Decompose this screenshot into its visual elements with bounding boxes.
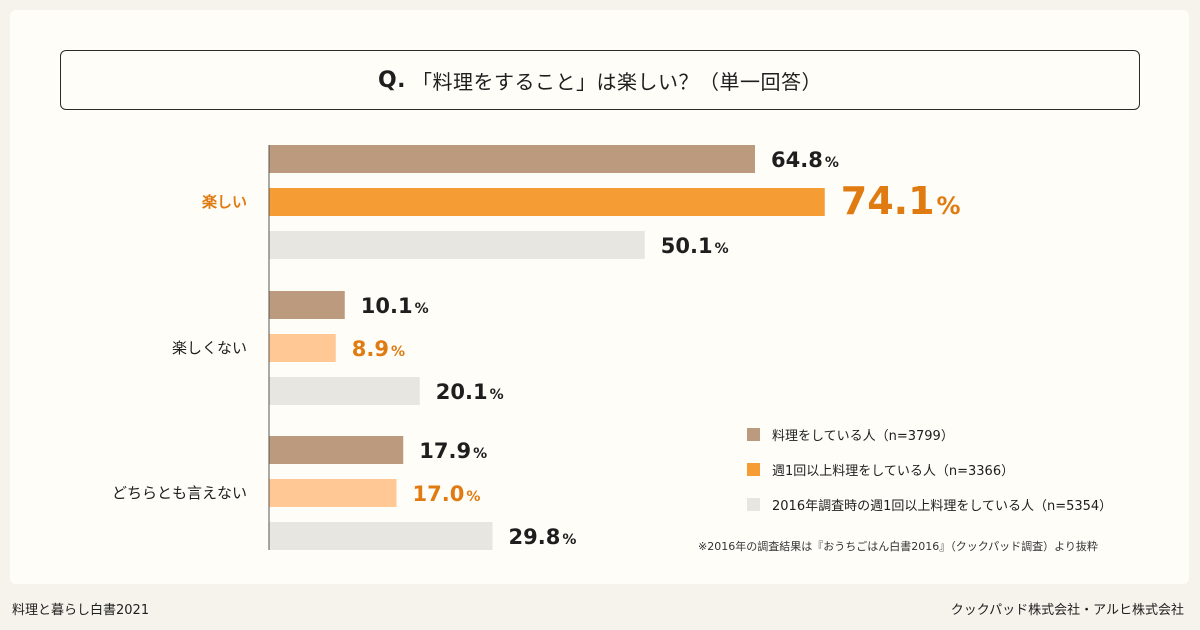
question-mark: Q.: [377, 67, 407, 93]
legend-label: 週1回以上料理をしている人（n=3366）: [772, 463, 1015, 479]
legend-label: 料理をしている人（n=3799）: [772, 428, 954, 444]
category-label: 楽しい: [202, 193, 247, 211]
bar: [269, 334, 336, 362]
bar: [269, 479, 397, 507]
legend-item: 2016年調査時の週1回以上料理をしている人（n=5354）: [747, 494, 1112, 514]
category-label: 楽しくない: [172, 339, 247, 357]
value-label: 29.8%: [509, 525, 577, 549]
legend-swatch: [747, 497, 760, 511]
legend-swatch: [747, 462, 760, 476]
bar: [269, 377, 420, 405]
footer-company-credit: クックパッド株式会社・アルヒ株式会社: [950, 603, 1184, 618]
question-box: Q. 「料理をすること」は楽しい？（単一回答）: [60, 50, 1140, 110]
bar: [269, 188, 825, 216]
value-label: 64.8%: [771, 148, 839, 172]
value-label: 50.1%: [661, 234, 729, 258]
value-label: 17.9%: [419, 439, 487, 463]
legend-swatch: [747, 427, 760, 441]
footnote: ※2016年の調査結果は『おうちごはん白書2016』（クックパッド調査）より抜粋: [698, 540, 1098, 553]
bar: [269, 291, 345, 319]
value-label: 20.1%: [436, 380, 504, 404]
value-label: 8.9%: [352, 337, 405, 361]
question-text: 「料理をすること」は楽しい？（単一回答）: [412, 69, 823, 94]
value-label: 17.0%: [413, 482, 481, 506]
footer-publication-title: 料理と暮らし白書2021: [12, 603, 150, 618]
legend-item: 料理をしている人（n=3799）: [747, 424, 1112, 444]
category-label: どちらとも言えない: [112, 484, 247, 502]
value-label: 10.1%: [361, 294, 429, 318]
bar: [269, 522, 493, 550]
bar: [269, 436, 404, 464]
legend-label: 2016年調査時の週1回以上料理をしている人（n=5354）: [772, 498, 1113, 514]
bar: [269, 231, 645, 259]
legend-item: 週1回以上料理をしている人（n=3366）: [747, 459, 1112, 479]
legend: 料理をしている人（n=3799） 週1回以上料理をしている人（n=3366） 2…: [747, 424, 1112, 529]
value-label: 74.1%: [841, 179, 961, 223]
bar: [269, 145, 755, 173]
